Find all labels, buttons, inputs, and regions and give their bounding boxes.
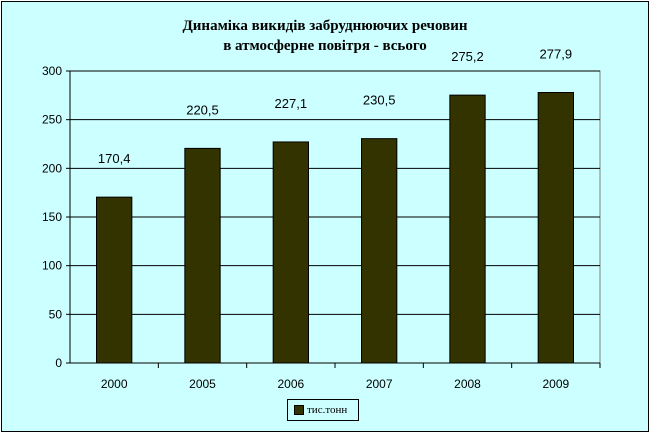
chart-title: Динаміка викидів забруднюючих речовин в … (2, 16, 648, 56)
bar-2006 (272, 141, 309, 364)
x-tick-label-2000: 2000 (101, 377, 128, 391)
data-label-2007: 230,5 (363, 93, 396, 108)
y-tick-label: 200 (42, 161, 62, 175)
bar-2009 (537, 92, 575, 364)
legend: тис.тонн (287, 399, 359, 421)
data-label-2006: 227,1 (275, 96, 308, 111)
y-tick-label: 100 (42, 259, 62, 273)
y-tick-label: 250 (42, 113, 62, 127)
data-label-2005: 220,5 (186, 102, 219, 117)
x-tick-label-2008: 2008 (454, 377, 481, 391)
data-label-2008: 275,2 (451, 49, 484, 64)
chart-title-line-2: в атмосферне повітря - всього (223, 38, 427, 54)
bar-2005 (184, 147, 221, 364)
bar-2008 (449, 94, 486, 364)
x-tick-label-2009: 2009 (542, 377, 569, 391)
x-tick-label-2006: 2006 (277, 377, 304, 391)
y-tick-label: 300 (42, 64, 62, 78)
y-tick-label: 50 (49, 307, 63, 321)
legend-label: тис.тонн (307, 404, 348, 416)
data-label-2000: 170,4 (98, 151, 131, 166)
legend-swatch (294, 405, 304, 415)
x-tick-label-2005: 2005 (189, 377, 216, 391)
x-tick-label-2007: 2007 (366, 377, 393, 391)
data-label-2009: 277,9 (540, 47, 573, 62)
y-tick-label: 0 (55, 356, 62, 370)
bar-2000 (96, 196, 133, 364)
bar-2007 (361, 138, 398, 364)
y-tick-label: 150 (42, 210, 62, 224)
chart-title-line-1: Динаміка викидів забруднюючих речовин (182, 18, 468, 34)
